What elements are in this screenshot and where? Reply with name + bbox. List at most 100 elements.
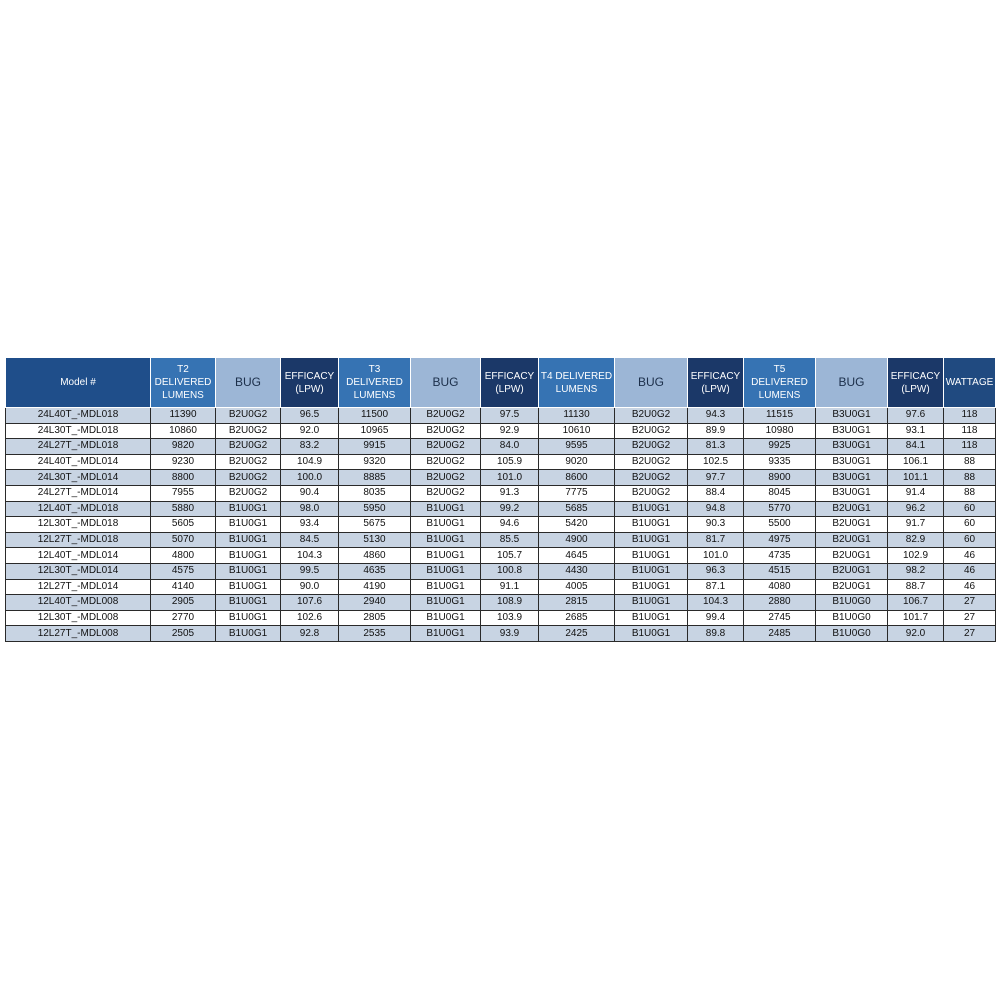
cell-t5-bug: B3U0G1: [815, 469, 888, 486]
cell-wattage: 46: [943, 578, 996, 596]
header-t5-lumens: T5 DELIVERED LUMENS: [743, 357, 816, 408]
cell-t5-bug: B3U0G1: [815, 484, 888, 502]
header-text-line: T3: [368, 364, 381, 375]
cell-t5-efficacy: 98.2: [887, 562, 944, 580]
cell-t4-lumens: 9595: [538, 438, 615, 455]
header-text-line: BUG: [838, 375, 865, 389]
cell-t4-lumens: 2425: [538, 625, 615, 642]
header-t4-lumens: T4 DELIVERED LUMENS: [538, 357, 615, 408]
cell-t5-efficacy: 101.7: [887, 609, 944, 627]
cell-t3-efficacy: 84.0: [480, 438, 539, 455]
cell-t3-efficacy: 94.6: [480, 516, 539, 533]
cell-t3-efficacy: 92.9: [480, 422, 539, 440]
table-row: 12L27T_-MDL018 5070 B1U0G1 84.5 5130 B1U0G1 85…: [5, 531, 996, 549]
cell-model-number: 12L30T_-MDL014: [5, 562, 151, 580]
cell-t5-efficacy: 97.6: [887, 407, 944, 424]
cell-t4-bug: B2U0G2: [614, 453, 688, 471]
cell-t3-bug: B1U0G1: [410, 562, 481, 580]
cell-t4-bug: B1U0G1: [614, 594, 688, 611]
cell-t4-efficacy: 96.3: [687, 562, 744, 580]
cell-wattage: 27: [943, 609, 996, 627]
cell-t2-efficacy: 98.0: [280, 500, 339, 518]
cell-t5-lumens: 2745: [743, 609, 816, 627]
cell-wattage: 60: [943, 500, 996, 518]
cell-t3-efficacy: 108.9: [480, 594, 539, 611]
header-t2-lumens: T2 DELIVERED LUMENS: [150, 357, 216, 408]
cell-t2-lumens: 4800: [150, 547, 216, 564]
cell-t5-lumens: 4515: [743, 562, 816, 580]
cell-wattage: 27: [943, 594, 996, 611]
cell-t3-bug: B2U0G2: [410, 453, 481, 471]
header-text-line: DELIVERED: [154, 377, 212, 388]
cell-t3-efficacy: 103.9: [480, 609, 539, 627]
header-text-line: DELIVERED: [346, 377, 403, 388]
cell-model-number: 24L27T_-MDL014: [5, 484, 151, 502]
cell-model-number: 12L27T_-MDL014: [5, 578, 151, 596]
cell-t5-lumens: 4080: [743, 578, 816, 596]
header-text-line: T4 DELIVERED: [540, 370, 613, 382]
cell-t5-efficacy: 102.9: [887, 547, 944, 564]
cell-t5-bug: B1U0G0: [815, 594, 888, 611]
cell-wattage: 27: [943, 625, 996, 642]
cell-t5-lumens: 5770: [743, 500, 816, 518]
cell-t5-efficacy: 96.2: [887, 500, 944, 518]
cell-t3-bug: B2U0G2: [410, 438, 481, 455]
cell-t2-bug: B2U0G2: [215, 422, 281, 440]
cell-t2-efficacy: 90.4: [280, 484, 339, 502]
table-row: 12L30T_-MDL018 5605 B1U0G1 93.4 5675 B1U0G1 94…: [5, 516, 996, 533]
cell-t2-efficacy: 92.0: [280, 422, 339, 440]
cell-t2-bug: B2U0G2: [215, 438, 281, 455]
cell-t2-efficacy: 84.5: [280, 531, 339, 549]
cell-model-number: 12L30T_-MDL008: [5, 609, 151, 627]
cell-model-number: 12L40T_-MDL008: [5, 594, 151, 611]
cell-t5-bug: B3U0G1: [815, 407, 888, 424]
header-t4-efficacy: EFFICACY (LPW): [687, 357, 744, 408]
cell-t5-lumens: 8900: [743, 469, 816, 486]
cell-t3-lumens: 4190: [338, 578, 411, 596]
table-row: 24L27T_-MDL018 9820 B2U0G2 83.2 9915 B2U0G2 84…: [5, 438, 996, 455]
cell-wattage: 118: [943, 438, 996, 455]
cell-t5-lumens: 2485: [743, 625, 816, 642]
header-text-line: (LPW): [701, 383, 730, 395]
cell-t4-efficacy: 89.8: [687, 625, 744, 642]
cell-t5-efficacy: 88.7: [887, 578, 944, 596]
cell-t4-lumens: 9020: [538, 453, 615, 471]
cell-t4-efficacy: 81.7: [687, 531, 744, 549]
cell-t2-efficacy: 104.3: [280, 547, 339, 564]
cell-t2-bug: B2U0G2: [215, 453, 281, 471]
header-wattage: WATTAGE: [943, 357, 996, 408]
cell-t3-bug: B2U0G2: [410, 422, 481, 440]
header-t3-efficacy: EFFICACY (LPW): [480, 357, 539, 408]
table-row: 12L40T_-MDL014 4800 B1U0G1 104.3 4860 B1U0G1 1…: [5, 547, 996, 564]
cell-t2-bug: B2U0G2: [215, 407, 281, 424]
header-text-line: Model #: [60, 377, 96, 388]
cell-t4-efficacy: 102.5: [687, 453, 744, 471]
cell-t2-lumens: 10860: [150, 422, 216, 440]
header-text-line: BUG: [432, 375, 459, 389]
cell-t3-lumens: 2535: [338, 625, 411, 642]
cell-model-number: 12L40T_-MDL014: [5, 547, 151, 564]
cell-t2-lumens: 4140: [150, 578, 216, 596]
cell-wattage: 118: [943, 422, 996, 440]
cell-t5-lumens: 4975: [743, 531, 816, 549]
cell-t4-efficacy: 90.3: [687, 516, 744, 533]
cell-wattage: 46: [943, 547, 996, 564]
table-row: 24L40T_-MDL014 9230 B2U0G2 104.9 9320 B2U0G2 1…: [5, 453, 996, 471]
header-t5-bug: BUG: [815, 357, 888, 408]
cell-t3-efficacy: 99.2: [480, 500, 539, 518]
cell-t2-lumens: 8800: [150, 469, 216, 486]
cell-model-number: 24L40T_-MDL014: [5, 453, 151, 471]
header-text-line: LUMENS: [353, 390, 396, 401]
cell-t5-lumens: 4735: [743, 547, 816, 564]
cell-t2-efficacy: 100.0: [280, 469, 339, 486]
header-model: Model #: [5, 357, 151, 408]
header-text-line: EFFICACY: [890, 370, 941, 382]
cell-t3-efficacy: 105.7: [480, 547, 539, 564]
cell-t2-efficacy: 90.0: [280, 578, 339, 596]
cell-t2-efficacy: 83.2: [280, 438, 339, 455]
table-row: 12L27T_-MDL014 4140 B1U0G1 90.0 4190 B1U0G1 91…: [5, 578, 996, 596]
cell-t2-lumens: 9820: [150, 438, 216, 455]
header-text-line: LUMENS: [758, 390, 801, 401]
cell-t4-bug: B2U0G2: [614, 438, 688, 455]
cell-t3-lumens: 11500: [338, 407, 411, 424]
